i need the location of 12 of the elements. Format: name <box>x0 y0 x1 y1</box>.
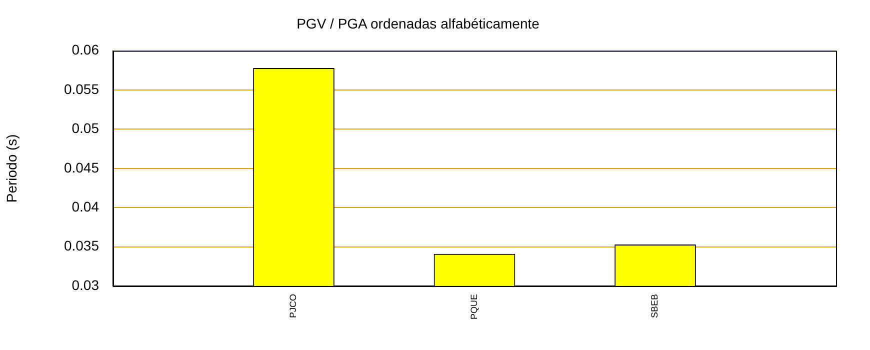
x-tick-label: SBEB <box>650 294 660 318</box>
y-tick-label: 0.045 <box>64 159 100 176</box>
y-tick-label: 0.035 <box>64 238 100 254</box>
y-tick-label: 0.055 <box>64 80 100 97</box>
y-axis-title: Periodo (s) <box>3 134 20 203</box>
x-tick-label: PJCO <box>288 294 298 318</box>
y-tick-label: 0.03 <box>72 276 100 293</box>
y-tick-label: 0.06 <box>72 42 100 58</box>
chart-title: PGV / PGA ordenadas alfabéticamente <box>296 15 540 32</box>
x-tick-label: PQUE <box>468 294 479 320</box>
y-tick-label: 0.04 <box>72 198 100 214</box>
y-tick-label: 0.05 <box>72 120 100 136</box>
